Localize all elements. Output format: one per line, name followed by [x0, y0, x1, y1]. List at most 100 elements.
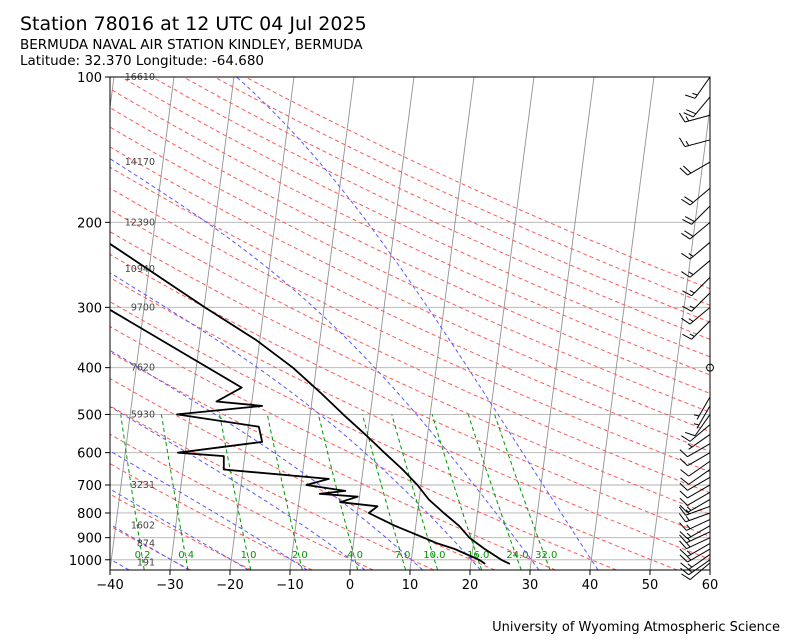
- x-tick-label: 60: [702, 578, 719, 593]
- barb-shaft: [687, 484, 711, 499]
- barb-flag: [678, 513, 686, 523]
- wind-barb: [693, 405, 711, 429]
- wind-barb: [679, 518, 711, 531]
- mixing-ratio-line: [160, 414, 189, 570]
- wind-barbs: [678, 76, 714, 581]
- barb-flag: [685, 216, 695, 222]
- x-tick-label: 40: [582, 578, 599, 593]
- barb-shaft: [689, 221, 711, 240]
- x-tick-label: 30: [522, 578, 539, 593]
- barb-half-flag: [687, 568, 693, 573]
- barb-half-flag: [687, 563, 693, 568]
- barb-shaft: [689, 562, 711, 580]
- wind-barb: [681, 241, 711, 260]
- barb-half-flag: [685, 140, 690, 146]
- barb-shaft: [687, 525, 711, 540]
- isotherm-line: [409, 77, 475, 570]
- isotherm-line: [110, 77, 115, 112]
- dry-adiabat-line: [110, 351, 556, 570]
- barb-shaft: [689, 306, 711, 325]
- chart-title: Station 78016 at 12 UTC 04 Jul 2025: [20, 13, 367, 35]
- wind-barb: [685, 76, 711, 99]
- mixing-ratio-line: [391, 414, 439, 570]
- height-label: 7620: [131, 363, 155, 374]
- barb-shaft: [686, 518, 711, 531]
- barb-half-flag: [692, 92, 698, 96]
- dry-adiabat-line: [110, 187, 710, 473]
- height-label: 10940: [125, 264, 155, 275]
- wind-barb: [680, 554, 711, 570]
- isotherm-line: [649, 104, 710, 570]
- y-tick-label: 900: [77, 532, 102, 547]
- barb-shaft: [694, 76, 711, 99]
- wind-barb: [682, 292, 711, 312]
- barb-shaft: [694, 414, 711, 437]
- dry-adiabat-line: [110, 463, 313, 570]
- barb-flag: [678, 137, 686, 147]
- barb-flag: [683, 165, 692, 174]
- mixing-ratio-line: [219, 414, 252, 570]
- barb-shaft: [689, 187, 711, 206]
- y-tick-label: 600: [77, 447, 102, 462]
- barb-shaft: [684, 139, 711, 148]
- barb-shaft: [691, 292, 711, 312]
- barb-shaft: [687, 476, 711, 491]
- wind-barb: [678, 137, 711, 148]
- barb-shaft: [687, 161, 711, 176]
- x-tick-label: −30: [156, 578, 183, 593]
- y-tick-label: 500: [77, 408, 102, 423]
- barb-half-flag: [687, 443, 693, 448]
- barb-shaft: [687, 548, 711, 563]
- mixing-ratio-line: [362, 414, 407, 570]
- barb-shaft: [691, 276, 711, 297]
- y-tick-label: 1000: [69, 554, 102, 569]
- isotherm-line: [0, 77, 54, 570]
- axes: −40 −30 −20 −10 0 10 20 30 40 50 60 100 200 300 400 500…: [69, 71, 718, 593]
- wind-barb: [679, 537, 711, 550]
- barb-shaft: [688, 559, 711, 576]
- temperature-profile: [110, 242, 511, 565]
- barb-shaft: [696, 396, 711, 420]
- barb-flag: [682, 218, 692, 225]
- barb-half-flag: [686, 556, 692, 561]
- mixing-ratio-label: 10.0: [423, 550, 445, 561]
- mixing-ratio-label: 24.0: [506, 550, 528, 561]
- wind-barb: [682, 276, 711, 297]
- height-label: 14170: [125, 157, 155, 168]
- x-tick-label: 50: [642, 578, 659, 593]
- dry-adiabat-line: [110, 277, 710, 560]
- barb-half-flag: [693, 423, 700, 426]
- barb-half-flag: [688, 318, 694, 322]
- wind-barb: [679, 476, 711, 491]
- barb-shaft: [684, 114, 711, 123]
- x-tick-label: 0: [346, 578, 354, 593]
- barb-shaft: [692, 96, 711, 118]
- wind-barb: [681, 187, 711, 206]
- mixing-ratio-label: 0.2: [135, 550, 151, 561]
- moist-adiabat-line: [110, 450, 308, 570]
- wind-barb: [678, 112, 711, 123]
- barb-flag: [679, 548, 688, 557]
- mixing-ratio-labels: 0.2 0.4 1.0 2.0 4.0 7.0 10.0 16.0 24.0 32.0: [135, 550, 558, 561]
- mixing-ratio-label: 0.4: [178, 550, 194, 561]
- barb-flag: [679, 458, 688, 467]
- barb-flag: [679, 554, 688, 563]
- barb-shaft: [691, 205, 711, 225]
- barb-shaft: [686, 531, 711, 544]
- barb-flag: [680, 477, 690, 485]
- dry-adiabat-line: [110, 378, 495, 570]
- y-tick-label: 800: [77, 507, 102, 522]
- height-label: 12390: [125, 217, 155, 228]
- dry-adiabat-line: [214, 77, 710, 306]
- mixing-ratio-line: [266, 414, 303, 570]
- dry-adiabat-line: [110, 405, 435, 570]
- moist-adiabat-line: [110, 158, 540, 570]
- wind-barb: [685, 414, 711, 437]
- wind-barb: [681, 260, 711, 278]
- isotherm-line: [589, 77, 655, 570]
- x-tick-label: 20: [462, 578, 479, 593]
- barb-half-flag: [686, 524, 691, 530]
- barb-flag: [679, 534, 687, 544]
- wind-barb: [679, 491, 711, 506]
- wind-barb: [681, 562, 711, 581]
